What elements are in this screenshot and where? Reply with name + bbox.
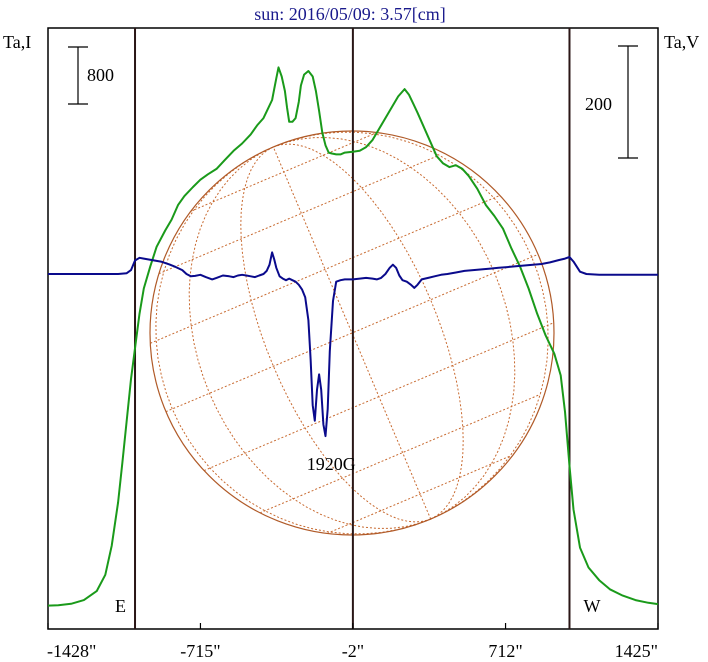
disk-meridian <box>155 146 431 535</box>
disk-parallel <box>158 154 440 275</box>
stokes-V-line <box>48 251 658 438</box>
disk-meridian <box>188 146 431 529</box>
disk-parallel <box>190 133 374 212</box>
scale-bar-left <box>68 46 88 105</box>
annotation-1920G: 1920G <box>307 454 356 474</box>
solar-disk <box>149 130 555 536</box>
series-group <box>47 66 659 607</box>
disk-meridian <box>272 146 432 520</box>
x-tick-label: -1428" <box>47 641 96 661</box>
disk-parallel <box>326 455 511 534</box>
x-tick-label: 712" <box>488 641 522 661</box>
chart-title: sun: 2016/05/09: 3.57[cm] <box>254 4 446 24</box>
x-axis-ticks: -1428" -715" -2" 712" 1425" <box>47 623 659 661</box>
scale-bar-right-label: 200 <box>585 94 612 114</box>
limb-label-west: W <box>583 596 600 616</box>
scale-bar-right <box>618 45 638 159</box>
disk-meridian <box>273 137 516 520</box>
disk-parallel <box>165 253 539 413</box>
x-tick-label: -715" <box>180 641 220 661</box>
disk-meridian <box>240 146 431 523</box>
right-axis-label: Ta,V <box>664 32 699 52</box>
x-tick-label: 1425" <box>615 641 658 661</box>
x-tick-label: -2" <box>342 641 364 661</box>
left-axis-label: Ta,I <box>3 32 31 52</box>
scale-bar-left-label: 800 <box>87 65 114 85</box>
disk-meridian <box>273 143 464 520</box>
disk-parallel <box>150 194 501 344</box>
disk-meridian <box>273 131 549 520</box>
vertical-markers <box>134 28 571 629</box>
disk-parallel <box>259 393 541 514</box>
limb-label-east: E <box>115 596 126 616</box>
